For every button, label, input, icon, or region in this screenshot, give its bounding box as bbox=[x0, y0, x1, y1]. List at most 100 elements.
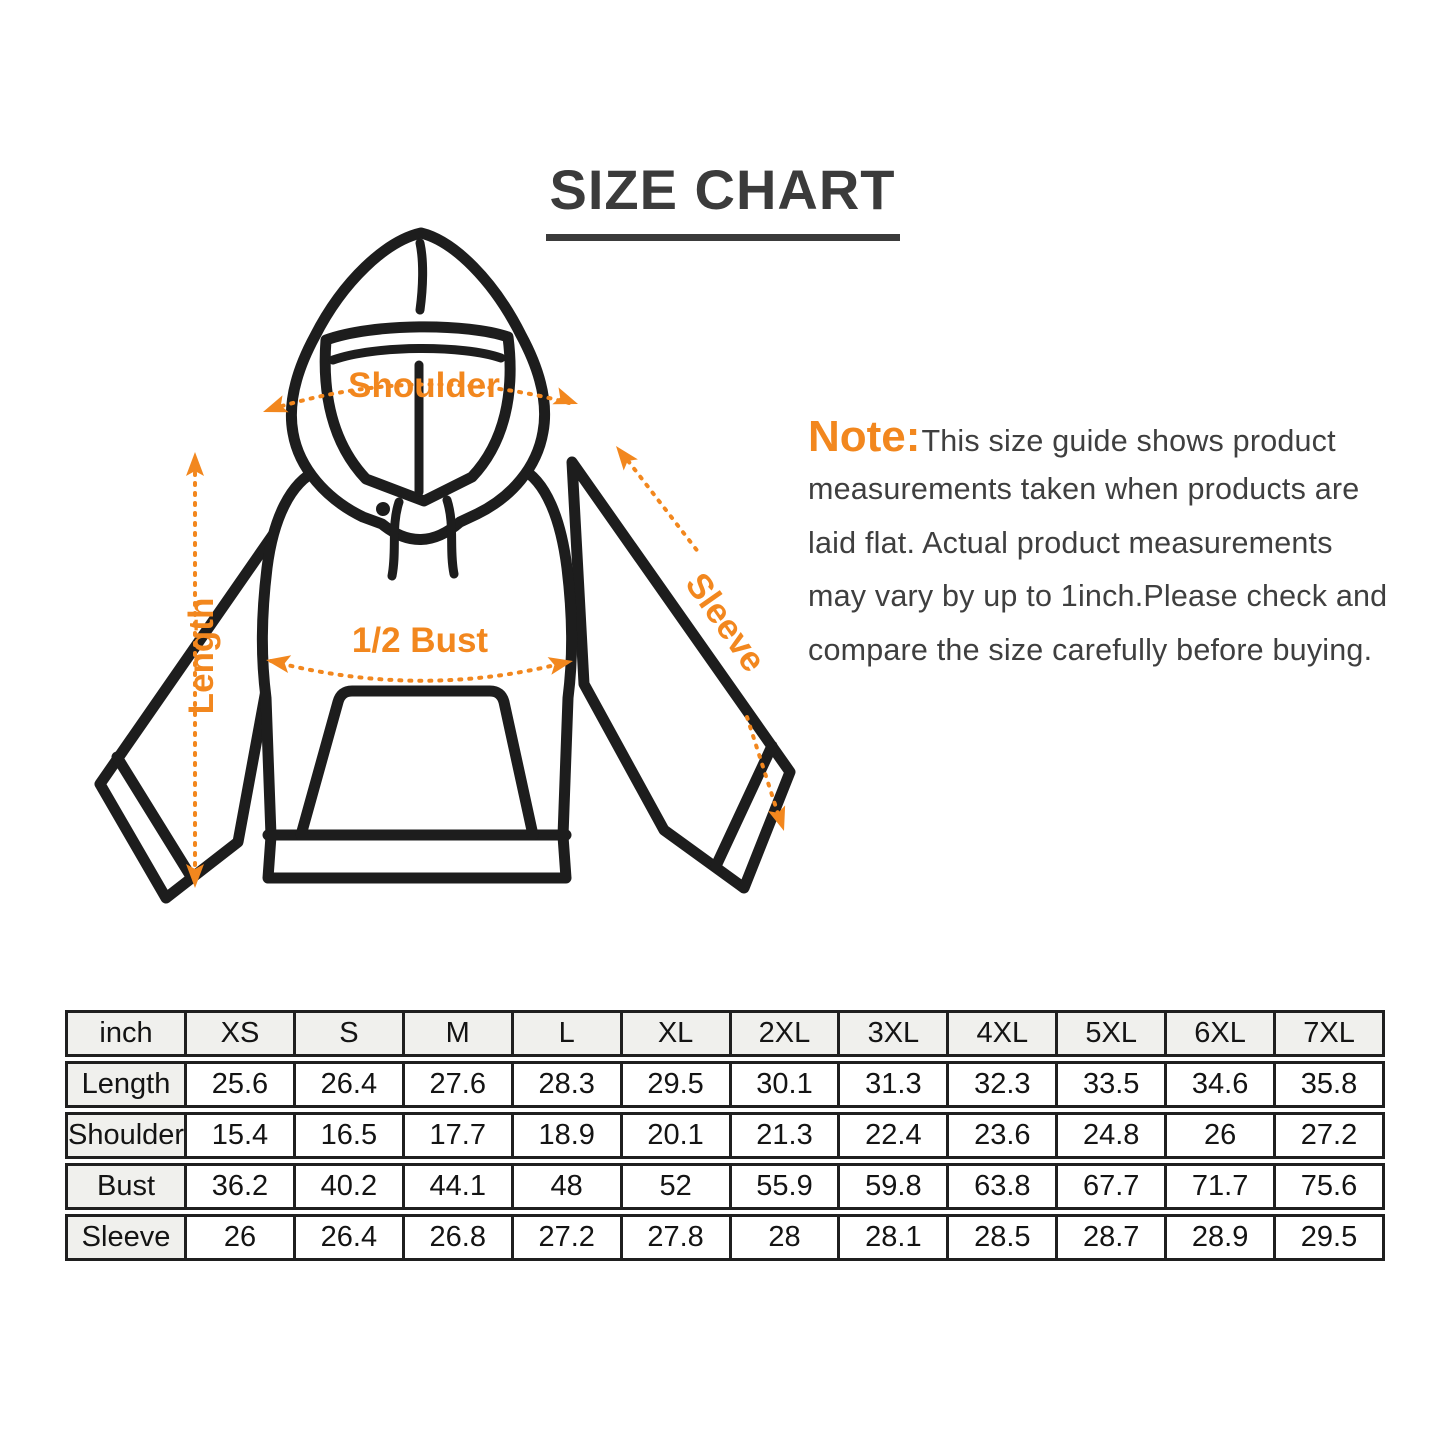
value-cell: 29.5 bbox=[1276, 1214, 1385, 1261]
value-cell: 26 bbox=[187, 1214, 296, 1261]
hoodie-line-art bbox=[94, 227, 796, 904]
drawstring-knob bbox=[376, 502, 390, 516]
size-header-cell: M bbox=[404, 1010, 514, 1057]
table-row: Bust 36.2 40.2 44.1 48 52 55.9 59.8 63.8 67.7 71.7… bbox=[65, 1163, 1385, 1210]
value-cell: 23.6 bbox=[949, 1112, 1059, 1159]
note-text: This size guide shows product bbox=[921, 424, 1336, 458]
size-header-cell: 5XL bbox=[1058, 1010, 1168, 1057]
value-cell: 67.7 bbox=[1058, 1163, 1168, 1210]
table-row: Shoulder 15.4 16.5 17.7 18.9 20.1 21.3 22.4 23.6… bbox=[65, 1112, 1385, 1159]
value-cell: 27.6 bbox=[404, 1061, 514, 1108]
note-line: laid flat. Actual product measurements bbox=[808, 525, 1333, 560]
value-cell: 15.4 bbox=[187, 1112, 296, 1159]
size-table-body: Length 25.6 26.4 27.6 28.3 29.5 30.1 31.3 32.3 33… bbox=[65, 1061, 1385, 1261]
note-line: Note:This size guide shows product bbox=[808, 410, 1445, 463]
size-header-cell: XL bbox=[622, 1010, 732, 1057]
value-cell: 26.4 bbox=[295, 1214, 405, 1261]
value-cell: 30.1 bbox=[731, 1061, 841, 1108]
table-row: Length 25.6 26.4 27.6 28.3 29.5 30.1 31.3 32.3 33… bbox=[65, 1061, 1385, 1108]
value-cell: 26.4 bbox=[295, 1061, 405, 1108]
value-cell: 48 bbox=[513, 1163, 623, 1210]
row-label-cell: Shoulder bbox=[65, 1112, 187, 1159]
bust-arrowhead-right bbox=[547, 657, 573, 675]
row-label-cell: Sleeve bbox=[65, 1214, 187, 1261]
bust-arrow-line bbox=[269, 659, 569, 683]
row-label-cell: Bust bbox=[65, 1163, 187, 1210]
right-sleeve bbox=[566, 456, 796, 894]
value-cell: 59.8 bbox=[840, 1163, 950, 1210]
size-header-cell: 6XL bbox=[1167, 1010, 1277, 1057]
value-cell: 32.3 bbox=[949, 1061, 1059, 1108]
pocket bbox=[295, 685, 539, 841]
shoulder-arrowhead-left bbox=[263, 395, 289, 413]
value-cell: 31.3 bbox=[840, 1061, 950, 1108]
left-cuff-line bbox=[111, 751, 196, 881]
value-cell: 24.8 bbox=[1058, 1112, 1168, 1159]
value-cell: 17.7 bbox=[404, 1112, 514, 1159]
value-cell: 26.8 bbox=[404, 1214, 514, 1261]
value-cell: 28 bbox=[731, 1214, 841, 1261]
value-cell: 20.1 bbox=[622, 1112, 732, 1159]
hood-opening-rim bbox=[319, 321, 516, 507]
value-cell: 35.8 bbox=[1276, 1061, 1385, 1108]
value-cell: 18.9 bbox=[513, 1112, 623, 1159]
shoulder-arrowhead-right bbox=[552, 387, 578, 405]
shoulder-arrow-line bbox=[270, 382, 571, 411]
size-header-cell: 3XL bbox=[840, 1010, 950, 1057]
value-cell: 22.4 bbox=[840, 1112, 950, 1159]
value-cell: 21.3 bbox=[731, 1112, 841, 1159]
value-cell: 28.7 bbox=[1058, 1214, 1168, 1261]
value-cell: 25.6 bbox=[187, 1061, 296, 1108]
unit-header-cell: inch bbox=[65, 1010, 187, 1057]
hood-center-seam-top bbox=[415, 238, 428, 315]
value-cell: 16.5 bbox=[295, 1112, 405, 1159]
note-line: compare the size carefully before buying… bbox=[808, 632, 1373, 667]
hoodie-measurement-diagram: Shoulder Length 1/2 Bust Sleeve bbox=[94, 227, 796, 904]
value-cell: 71.7 bbox=[1167, 1163, 1277, 1210]
value-cell: 27.2 bbox=[1276, 1112, 1385, 1159]
value-cell: 28.5 bbox=[949, 1214, 1059, 1261]
value-cell: 40.2 bbox=[295, 1163, 405, 1210]
right-drawstring bbox=[442, 495, 459, 579]
note-block: Note:This size guide shows product measu… bbox=[808, 410, 1445, 677]
value-cell: 36.2 bbox=[187, 1163, 296, 1210]
size-header-cell: S bbox=[295, 1010, 405, 1057]
shoulder-label: Shoulder bbox=[348, 366, 500, 405]
value-cell: 63.8 bbox=[949, 1163, 1059, 1210]
row-label-cell: Length bbox=[65, 1061, 187, 1108]
value-cell: 29.5 bbox=[622, 1061, 732, 1108]
size-table-head-row: inch XS S M L XL 2XL 3XL 4XL 5XL 6XL 7XL bbox=[65, 1010, 1385, 1057]
size-header-cell: L bbox=[513, 1010, 623, 1057]
sleeve-arrow-line-upper bbox=[620, 451, 701, 555]
size-header-cell: 7XL bbox=[1276, 1010, 1385, 1057]
length-arrowhead-bottom bbox=[186, 864, 204, 888]
bust-label: 1/2 Bust bbox=[352, 621, 488, 660]
value-cell: 33.5 bbox=[1058, 1061, 1168, 1108]
value-cell: 26 bbox=[1167, 1112, 1277, 1159]
sleeve-arrowhead-bottom bbox=[768, 805, 786, 831]
sleeve-arrow-line-lower bbox=[745, 715, 782, 822]
value-cell: 28.1 bbox=[840, 1214, 950, 1261]
value-cell: 34.6 bbox=[1167, 1061, 1277, 1108]
value-cell: 27.2 bbox=[513, 1214, 623, 1261]
size-header-cell: XS bbox=[187, 1010, 296, 1057]
value-cell: 27.8 bbox=[622, 1214, 732, 1261]
value-cell: 75.6 bbox=[1276, 1163, 1385, 1210]
bust-arrowhead-left bbox=[266, 655, 292, 674]
size-table: inch XS S M L XL 2XL 3XL 4XL 5XL 6XL 7XL Length 25.6… bbox=[65, 1006, 1385, 1265]
note-line: measurements taken when products are bbox=[808, 472, 1360, 507]
value-cell: 28.3 bbox=[513, 1061, 623, 1108]
value-cell: 55.9 bbox=[731, 1163, 841, 1210]
measurement-lines bbox=[193, 382, 782, 879]
length-label: Length bbox=[182, 598, 221, 715]
sleeve-arrowhead-top bbox=[616, 446, 638, 471]
size-header-cell: 4XL bbox=[949, 1010, 1059, 1057]
left-drawstring bbox=[387, 497, 404, 581]
length-arrowhead-top bbox=[186, 452, 204, 476]
value-cell: 28.9 bbox=[1167, 1214, 1277, 1261]
measurement-arrowheads bbox=[186, 387, 786, 888]
note-label: Note: bbox=[808, 412, 921, 461]
table-row: Sleeve 26 26.4 26.8 27.2 27.8 28 28.1 28.5 28.7 28… bbox=[65, 1214, 1385, 1261]
value-cell: 52 bbox=[622, 1163, 732, 1210]
